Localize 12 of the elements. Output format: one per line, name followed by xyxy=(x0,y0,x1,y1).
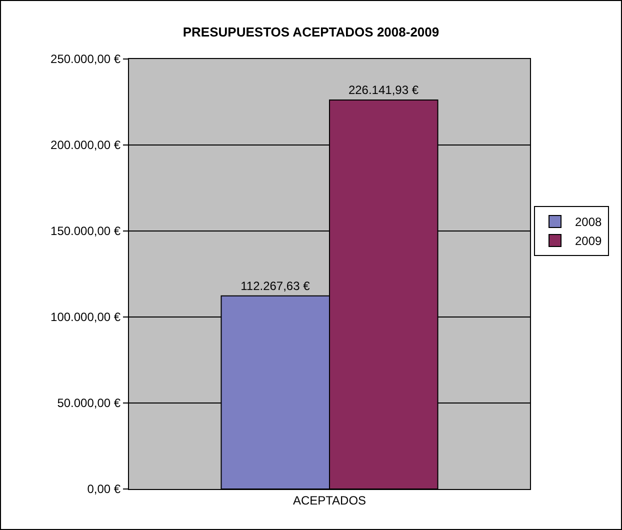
x-tick-label: ACEPTADOS xyxy=(292,493,366,508)
data-label: 226.141,93 € xyxy=(348,83,419,98)
y-tick-label: 150.000,00 € xyxy=(50,224,121,238)
chart-title: PRESUPUESTOS ACEPTADOS 2008-2009 xyxy=(182,24,440,40)
legend-label: 2009 xyxy=(575,234,602,248)
y-tick-label: 100.000,00 € xyxy=(50,310,121,324)
y-tick-label: 200.000,00 € xyxy=(50,138,121,152)
legend-label: 2008 xyxy=(575,215,602,230)
y-tick-label: 0,00 € xyxy=(87,482,121,496)
y-tick-label: 250.000,00 € xyxy=(50,52,121,66)
y-tick-label: 50.000,00 € xyxy=(57,396,121,410)
data-label: 112.267,63 € xyxy=(240,278,310,293)
